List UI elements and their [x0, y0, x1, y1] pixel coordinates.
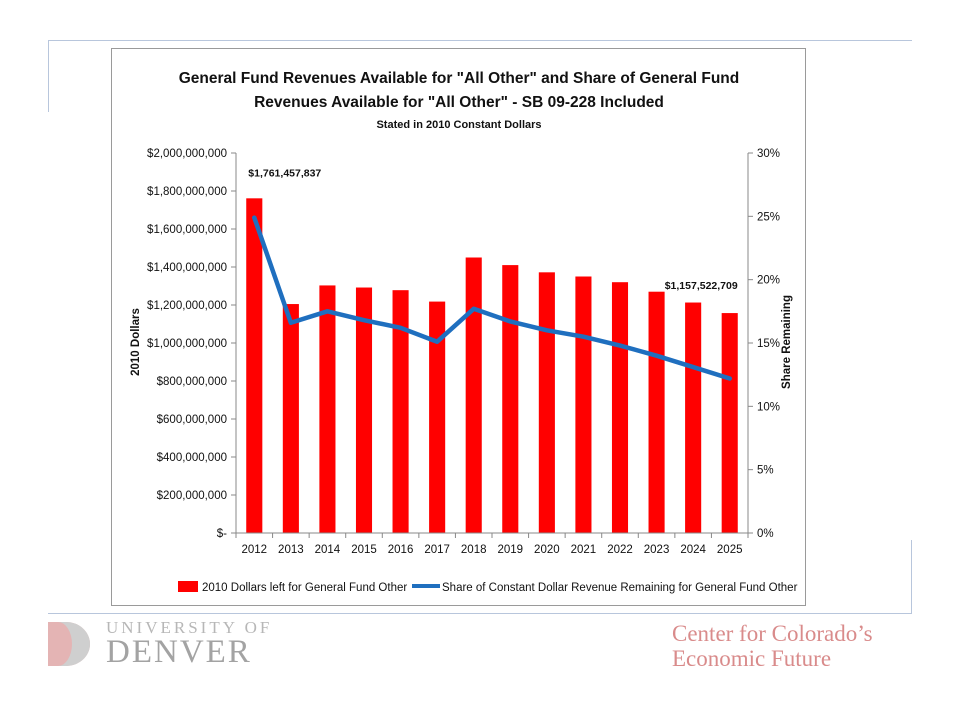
y-tick-label: $1,000,000,000: [147, 338, 227, 350]
bar-2015: [355, 287, 373, 533]
x-tick-label: 2016: [388, 544, 414, 556]
chart-subtitle: Stated in 2010 Constant Dollars: [376, 119, 541, 131]
y2-tick-label: 20%: [757, 275, 780, 287]
bar-2023: [648, 291, 665, 533]
x-tick-label: 2023: [644, 544, 670, 556]
x-tick-label: 2014: [315, 544, 341, 556]
x-axis: 2012 2013 2014 2015 2016 2017 2018 2019 2020 2021…: [235, 532, 749, 556]
x-tick-label: 2018: [461, 544, 487, 556]
bar-2013: [282, 304, 299, 533]
y-tick-label: $600,000,000: [157, 414, 227, 426]
line-series: [252, 215, 732, 381]
y-axis-label: 2010 Dollars: [130, 308, 142, 376]
bar-2012: [246, 198, 263, 534]
bar-2018: [465, 257, 482, 533]
du-logo-line-1: UNIVERSITY OF: [106, 618, 273, 637]
slide-border-right: [911, 540, 912, 614]
bar-series: [246, 198, 738, 534]
y-tick-label: $1,800,000,000: [147, 186, 227, 198]
x-tick-label: 2021: [571, 544, 597, 556]
x-tick-label: 2024: [680, 544, 706, 556]
slide-border-bottom: [48, 613, 912, 614]
y-tick-label: $1,600,000,000: [147, 224, 227, 236]
revenue-chart: General Fund Revenues Available for "All…: [130, 70, 798, 594]
x-tick-label: 2012: [241, 544, 267, 556]
data-annotations: $1,761,457,837 $1,157,522,709: [248, 167, 738, 292]
university-of-denver-logo: UNIVERSITY OF DENVER: [46, 618, 286, 670]
x-tick-label: 2022: [607, 544, 633, 556]
x-tick-label: 2015: [351, 544, 377, 556]
left-axis: $- $200,000,000 $400,000,000 $600,000,000 $8…: [147, 148, 237, 540]
y-tick-label: $200,000,000: [157, 490, 227, 502]
bar-2017: [429, 301, 446, 533]
chart-frame: General Fund Revenues Available for "All…: [111, 48, 806, 606]
x-tick-label: 2025: [717, 544, 743, 556]
bar-2016: [392, 290, 409, 533]
right-axis: 0% 5% 10% 15% 20% 25% 30%: [747, 148, 780, 540]
du-logo-mark-icon: [48, 622, 90, 666]
y2-tick-label: 10%: [757, 401, 780, 413]
bar-2020: [538, 272, 555, 533]
share-line: [252, 215, 732, 381]
y2-tick-label: 5%: [757, 465, 774, 477]
bar-2014: [319, 285, 336, 533]
data-label-2012: $1,761,457,837: [248, 167, 321, 179]
y-tick-label: $1,400,000,000: [147, 262, 227, 274]
slide-border-left: [48, 40, 49, 112]
y-tick-label: $400,000,000: [157, 452, 227, 464]
y-tick-label: $-: [217, 528, 227, 540]
slide-border-top: [48, 40, 912, 41]
legend: 2010 Dollars left for General Fund Other…: [178, 581, 798, 594]
bar-2019: [502, 265, 519, 533]
bar-2024: [685, 302, 702, 533]
bar-2025: [721, 313, 738, 533]
x-tick-label: 2020: [534, 544, 560, 556]
legend-swatch-bars: [178, 581, 198, 592]
legend-label-bars: 2010 Dollars left for General Fund Other: [202, 582, 407, 594]
bar-2021: [575, 276, 592, 533]
ccef-logo-line-1: Center for Colorado’s: [672, 621, 873, 646]
x-tick-label: 2019: [497, 544, 523, 556]
center-for-colorados-economic-future-logo: Center for Colorado’s Economic Future: [672, 621, 922, 671]
y2-tick-label: 15%: [757, 338, 780, 350]
legend-label-line: Share of Constant Dollar Revenue Remaini…: [442, 582, 798, 594]
y-tick-label: $2,000,000,000: [147, 148, 227, 160]
chart-title-line-2: Revenues Available for "All Other" - SB …: [254, 94, 664, 111]
y2-tick-label: 0%: [757, 528, 774, 540]
data-label-2025: $1,157,522,709: [665, 280, 738, 292]
du-logo-line-2: DENVER: [106, 634, 252, 670]
x-tick-label: 2017: [424, 544, 450, 556]
y-tick-label: $800,000,000: [157, 376, 227, 388]
x-tick-label: 2013: [278, 544, 304, 556]
ccef-logo-line-2: Economic Future: [672, 646, 832, 671]
y-tick-label: $1,200,000,000: [147, 300, 227, 312]
y2-axis-label: Share Remaining: [781, 295, 793, 389]
y2-tick-label: 25%: [757, 211, 780, 223]
chart-title-line-1: General Fund Revenues Available for "All…: [179, 70, 739, 87]
bar-2022: [611, 282, 629, 533]
y2-tick-label: 30%: [757, 148, 780, 160]
